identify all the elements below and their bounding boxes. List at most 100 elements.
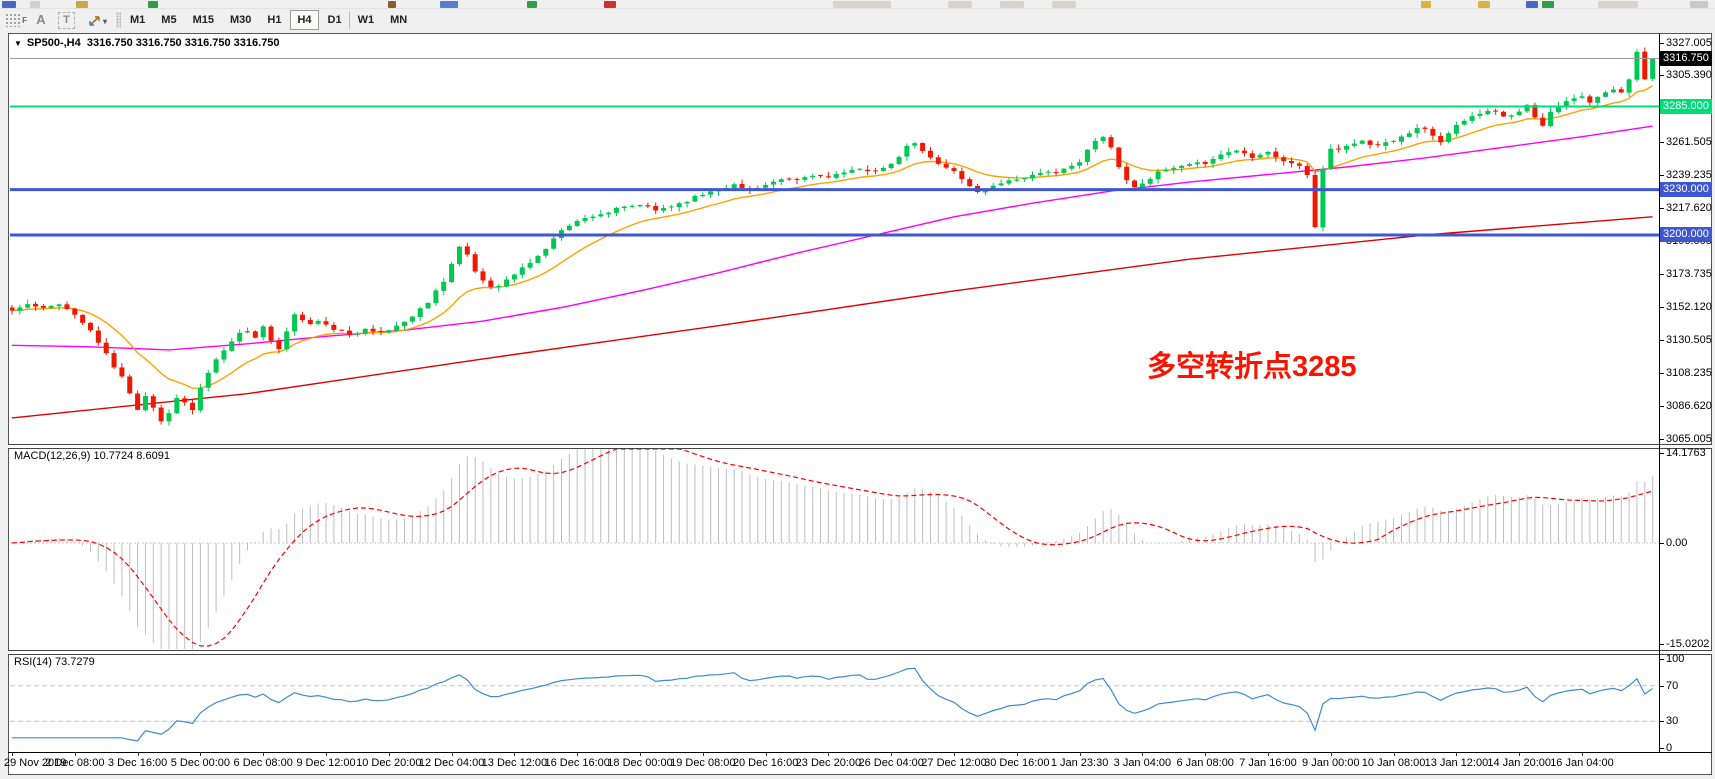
toolbar-icon-fragment[interactable] [1052,1,1076,8]
arrow-objects-tool-icon[interactable]: ▾ [82,10,112,30]
toolbar-icon-fragment[interactable] [440,1,458,8]
toolbar-icon-fragment[interactable] [833,1,891,8]
time-axis-label[interactable]: 12 Dec 04:00 [418,757,485,769]
time-axis-label[interactable]: 10 Jan 08:00 [1361,757,1426,769]
price-axis-label: 3305.390 [1659,69,1714,81]
macd-name: MACD(12,26,9) [14,450,91,462]
time-axis-border [8,752,1712,753]
toolbar-icon-fragment[interactable] [388,1,396,8]
timeframe-button-h4[interactable]: H4 [290,10,319,30]
toolbar: F A T ▾ M1 M5 M15 M30 H1 H4 D1 W1 MN [0,9,1715,32]
time-axis-label[interactable]: 23 Dec 20:00 [795,757,862,769]
toolbar-icon-fragment[interactable] [1598,1,1638,8]
time-axis-label[interactable]: 9 Dec 12:00 [296,757,356,769]
time-axis-label[interactable]: 9 Jan 00:00 [1302,757,1360,769]
time-axis-label[interactable]: 26 Dec 04:00 [858,757,924,769]
label-tool-icon[interactable]: A [36,12,46,27]
chart-title: ▼ SP500-,H4 3316.750 3316.750 3316.750 33… [14,37,280,49]
price-axis-label: 3239.235 [1659,169,1714,181]
time-axis-label[interactable]: 16 Jan 04:00 [1550,757,1614,769]
macd-pane[interactable] [10,449,1659,649]
toolbar-icon-fragment[interactable] [1478,1,1490,8]
timeframe-button-h1[interactable]: H1 [267,14,282,26]
timeframe-button-d1[interactable]: D1 [327,14,342,26]
price-axis-label: 3327.005 [1659,37,1714,49]
toolbar-drag-handle[interactable] [116,12,121,28]
timeframe-group: M1 M5 M15 M30 H1 H4 D1 W1 MN [122,10,415,30]
price-chart-canvas[interactable] [10,34,1659,752]
time-axis-label[interactable]: 6 Jan 08:00 [1176,757,1234,769]
timeframe-button-w1[interactable]: W1 [357,14,375,26]
toolbar-icon-fragment[interactable] [1526,1,1538,8]
toolbar-icon-fragment[interactable] [1421,1,1431,8]
time-axis-label[interactable]: 27 Dec 12:00 [921,757,987,769]
time-axis-label[interactable]: 10 Dec 20:00 [356,757,422,769]
time-axis-tick [1582,752,1583,756]
price-axis-label: 3261.505 [1659,136,1714,148]
time-axis-label[interactable]: 2 Dec 08:00 [45,757,105,769]
time-axis-label[interactable]: 3 Jan 04:00 [1113,757,1172,769]
time-axis-label[interactable]: 6 Dec 08:00 [233,757,293,769]
text-tool-icon[interactable]: T [56,10,78,30]
toolbar-icon-fragment[interactable] [2,1,16,8]
time-axis-label[interactable]: 13 Dec 12:00 [481,757,548,769]
chart-ohlc-values: 3316.750 3316.750 3316.750 3316.750 [86,37,280,49]
toolbar-icon-fragment[interactable] [948,1,972,8]
time-axis-tick [137,752,139,756]
time-axis-tick [1330,752,1332,756]
time-axis-label[interactable]: 13 Jan 12:00 [1424,757,1489,769]
time-axis-tick [1142,752,1144,756]
ma-slow-red-line [11,216,1653,419]
rsi-axis-label: 70 [1659,680,1714,692]
time-axis-label[interactable]: 16 Dec 16:00 [544,757,610,769]
toolbar-icon-fragment[interactable] [1690,1,1708,8]
time-axis-label[interactable]: 1 Jan 23:30 [1050,757,1109,769]
rsi-axis-label: 0 [1659,742,1714,754]
annotation-text[interactable]: 多空转折点3285 [1147,351,1357,383]
grid-f-tool-icon[interactable]: F [2,10,27,30]
timeframe-button-m15[interactable]: M15 [192,14,214,26]
timeframe-button-mn[interactable]: MN [390,14,408,26]
time-axis-tick [1393,752,1395,756]
timeframe-button-m5[interactable]: M5 [161,14,177,26]
timeframe-button-m30[interactable]: M30 [229,14,252,26]
time-axis-label[interactable]: 7 Jan 16:00 [1239,757,1297,769]
toolbar-icon-fragment[interactable] [527,1,537,8]
time-axis-label[interactable]: 3 Dec 16:00 [107,757,168,769]
time-axis-label[interactable]: 29 Nov 2019 [4,757,67,769]
time-axis-tick [1519,752,1521,756]
level-badge-3200.000: 3200.000 [1660,227,1712,243]
time-axis-label[interactable]: 5 Dec 00:00 [170,757,231,769]
level-badge-3230.000: 3230.000 [1660,182,1712,198]
toolbar-icon-fragment[interactable] [148,1,158,8]
window-right-strip [1713,33,1715,775]
toolbar-icon-fragment[interactable] [1000,1,1024,8]
price-axis-label: 3173.735 [1659,268,1714,280]
rsi-line [12,667,1653,742]
dropdown-caret-icon[interactable]: ▾ [102,17,107,26]
time-axis-label[interactable]: 20 Dec 16:00 [732,757,799,769]
price-pane[interactable] [10,47,1659,426]
time-axis-label[interactable]: 18 Dec 00:00 [607,757,673,769]
toolbar-icon-fragment[interactable] [604,1,616,8]
rsi-pane-splitter[interactable] [8,650,1712,655]
current-price-badge: 3316.750 [1660,51,1712,66]
time-axis-label[interactable]: 30 Dec 16:00 [984,757,1050,769]
macd-pane-splitter[interactable] [8,444,1712,449]
time-axis-tick [828,752,830,756]
time-axis-label[interactable]: 14 Jan 20:00 [1487,757,1551,769]
rsi-indicator-label: RSI(14) 73.7279 [14,656,95,668]
time-axis-tick [1456,752,1458,756]
ma-fast-orange-line [11,85,1653,389]
rsi-pane[interactable] [10,667,1659,742]
toolbar-icon-fragment[interactable] [1542,1,1554,8]
collapse-caret-icon[interactable]: ▼ [14,39,22,48]
time-axis-tick [514,752,516,756]
time-axis-label[interactable]: 19 Dec 08:00 [670,757,736,769]
toolbar-icon-fragment[interactable] [76,1,88,8]
timeframe-button-m1[interactable]: M1 [130,14,146,26]
toolbar-icon-fragment[interactable] [30,1,40,8]
macd-axis-label: -15.0202 [1659,638,1714,650]
macd-axis-label: 14.1763 [1659,447,1714,459]
